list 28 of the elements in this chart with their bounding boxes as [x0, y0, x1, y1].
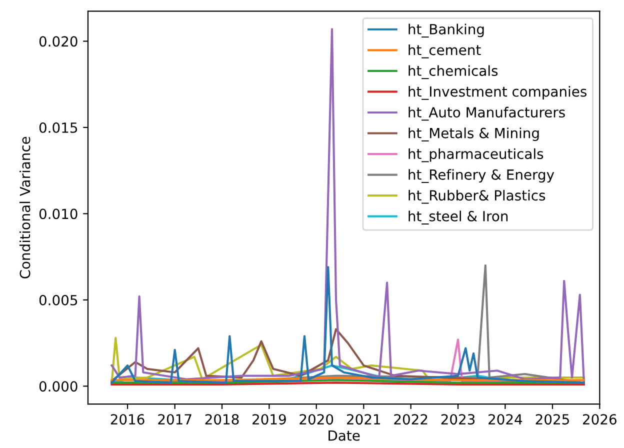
- x-tick-label: 2018: [205, 414, 239, 425]
- x-tick-label: 2021: [347, 414, 380, 425]
- y-axis-title: Conditional Variance: [20, 136, 30, 278]
- x-tick-label: 2023: [441, 414, 475, 425]
- y-tick-label: 0.005: [39, 294, 78, 306]
- legend-label: ht_Banking: [408, 24, 484, 38]
- legend-label: ht_Investment companies: [408, 86, 586, 100]
- y-tick-label: 0.020: [39, 36, 78, 47]
- x-tick-label: 2026: [583, 414, 616, 425]
- x-axis-title: Date: [328, 430, 360, 441]
- legend-label: ht_chemicals: [408, 65, 498, 80]
- x-tick-label: 2017: [158, 414, 192, 425]
- x-tick-label: 2019: [252, 414, 286, 425]
- x-tick-label: 2022: [394, 414, 428, 425]
- legend-label: ht_cement: [408, 44, 481, 58]
- x-tick-label: 2020: [300, 414, 334, 425]
- y-tick-label: 0.015: [39, 122, 78, 133]
- x-tick-label: 2016: [110, 414, 144, 425]
- legend-label: ht_Rubber& Plastics: [408, 190, 546, 204]
- y-tick-label: 0.010: [39, 208, 78, 220]
- x-tick-label: 2025: [536, 414, 569, 425]
- y-tick-label: 0.000: [39, 381, 78, 392]
- legend-label: ht_Metals & Mining: [408, 128, 539, 142]
- legend-label: ht_steel & Iron: [408, 210, 508, 224]
- legend-label: ht_Auto Manufacturers: [408, 106, 565, 121]
- x-tick-label: 2024: [488, 414, 522, 425]
- legend-label: ht_Refinery & Energy: [408, 169, 554, 183]
- legend-label: ht_pharmaceuticals: [408, 148, 544, 162]
